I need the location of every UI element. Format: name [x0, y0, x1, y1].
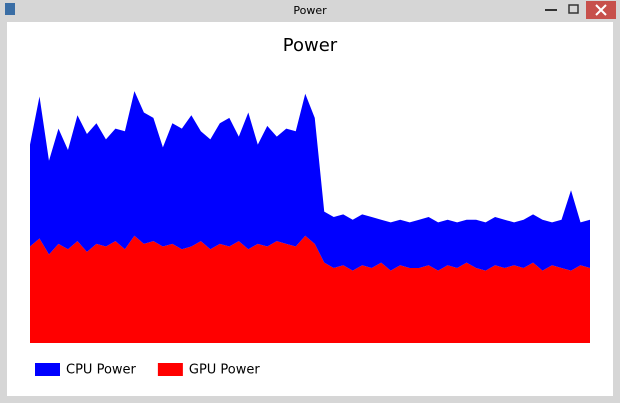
maximize-button[interactable]: [568, 4, 579, 14]
app-icon: [5, 3, 15, 15]
close-icon: [595, 4, 607, 16]
legend-label: GPU Power: [189, 363, 261, 378]
legend-label: CPU Power: [66, 363, 137, 378]
window-title: Power: [293, 4, 327, 17]
area: [30, 91, 590, 271]
area: [30, 235, 590, 343]
legend-swatch: [35, 363, 60, 376]
minimize-button[interactable]: [545, 9, 557, 11]
legend: CPU Power GPU Power: [35, 363, 260, 378]
chart-title: Power: [283, 35, 338, 56]
close-button[interactable]: [586, 1, 616, 19]
legend-swatch: [157, 363, 183, 376]
plot: [30, 91, 590, 343]
